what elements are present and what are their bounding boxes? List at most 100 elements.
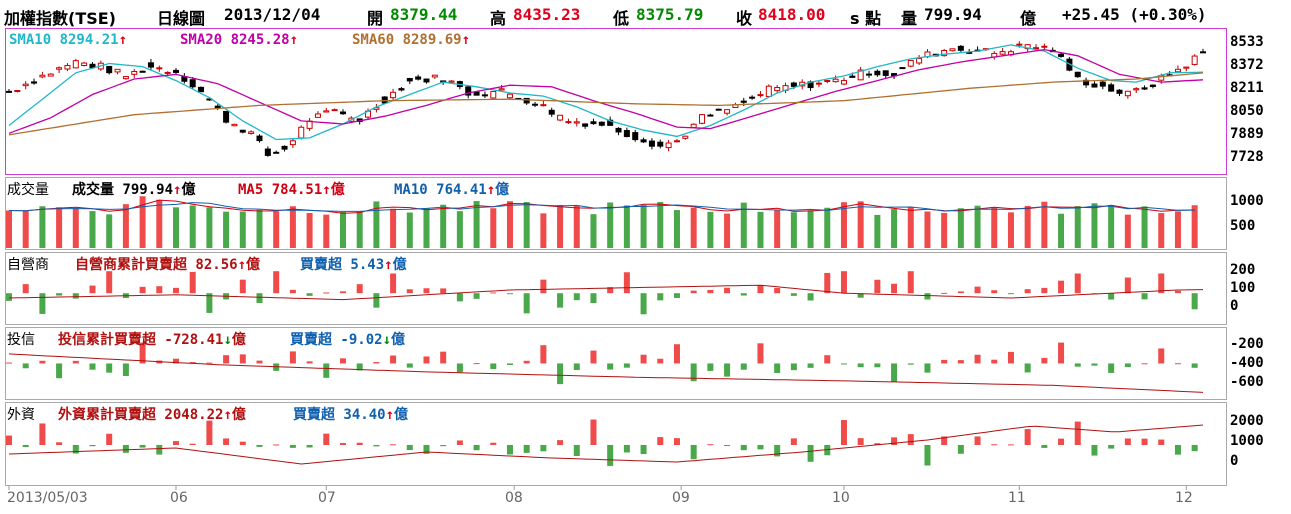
dealer-cum-legend: 自營商累計買賣超 82.56↑億 [75, 257, 261, 273]
candle-body [557, 114, 564, 121]
volume-bar [657, 202, 664, 248]
dealer-bar [840, 271, 847, 294]
candle-body [632, 132, 639, 141]
foreign-bar [941, 436, 948, 445]
candle-body [707, 114, 714, 117]
dealer-bar [974, 286, 981, 294]
candle-body [874, 70, 881, 76]
dealer-bar [39, 293, 46, 314]
trust-bar [707, 363, 714, 371]
foreign-bar [673, 438, 680, 445]
volume-tick: 1000 [1230, 193, 1264, 209]
trust-bar [807, 363, 814, 368]
foreign-bar [223, 438, 230, 445]
dealer-bar [1124, 277, 1131, 294]
candle-body [239, 129, 246, 133]
volume-bar [506, 201, 513, 248]
foreign-tick: 2000 [1230, 413, 1264, 429]
candle-body [22, 83, 29, 87]
foreign-bar [1024, 429, 1031, 445]
volume-bar [757, 211, 764, 248]
price-tick: 8372 [1230, 57, 1264, 73]
dealer-bar [1174, 290, 1181, 294]
trust-bar [72, 360, 79, 364]
volume-bar [807, 210, 814, 248]
candle-body [448, 80, 455, 83]
dealer-bar [172, 287, 179, 294]
dealer-bar [473, 293, 480, 299]
trust-bar [924, 363, 931, 373]
candle-body [840, 80, 847, 85]
volume-bar [640, 204, 647, 248]
candle-body [481, 94, 488, 97]
candle-body [164, 71, 171, 74]
dealer-bar [1141, 293, 1148, 300]
low-value: 8375.79 [636, 5, 704, 24]
dealer-bar [289, 289, 296, 294]
high-value: 8435.23 [513, 5, 581, 24]
trust-bar [56, 363, 63, 379]
candle-body [573, 121, 580, 124]
volume-bar [1024, 205, 1031, 248]
trust-bar [122, 363, 129, 376]
candle-body [156, 67, 163, 70]
foreign-bar [1158, 439, 1165, 445]
trust-bar [440, 351, 447, 364]
volume-bar [907, 207, 914, 248]
volume-bar [540, 213, 547, 248]
foreign-bar [774, 445, 781, 457]
dealer-bar [1108, 293, 1115, 300]
candle-body [114, 68, 121, 73]
candle-body [248, 131, 255, 134]
high-label: 高 [490, 9, 507, 28]
dealer-bar [874, 279, 881, 294]
trust-bar [1041, 357, 1048, 364]
close-value: 8418.00 [758, 5, 826, 24]
dealer-bar [1074, 273, 1081, 294]
foreign-bar [189, 443, 196, 445]
candle-body [532, 103, 539, 106]
dealer-bar [807, 293, 814, 301]
candle-body [31, 81, 38, 84]
candle-body [223, 110, 230, 123]
trust-bar [857, 363, 864, 368]
dealer-bar [757, 285, 764, 294]
trust-bar [506, 363, 513, 366]
volume-bar [273, 211, 280, 248]
price-tick: 7728 [1230, 149, 1264, 165]
candle-body [665, 142, 672, 149]
dealer-bar [941, 292, 948, 294]
foreign-cum-line [8, 424, 1204, 465]
dealer-bar [356, 284, 363, 294]
foreign-bar [707, 444, 714, 446]
foreign-bar [1041, 445, 1048, 448]
trust-bar [790, 363, 797, 371]
candle-body [1141, 87, 1148, 90]
volume-bar [623, 205, 630, 248]
candle-body [590, 121, 597, 125]
candle-body [64, 64, 71, 70]
foreign-bar [323, 433, 330, 445]
trust-bar [256, 360, 263, 364]
dealer-bar [590, 293, 597, 304]
foreign-bar [172, 441, 179, 445]
candle-body [106, 65, 113, 74]
candle-body [298, 126, 305, 139]
foreign-bar [306, 445, 313, 448]
dealer-bar [22, 284, 29, 294]
foreign-bar [1108, 445, 1115, 449]
candle-body [565, 121, 572, 124]
trust-tick: -400 [1230, 355, 1264, 371]
foreign-bar [874, 443, 881, 445]
candle-body [673, 140, 680, 143]
trust-bar [690, 363, 697, 382]
dealer-bar [506, 293, 513, 295]
candle-body [172, 69, 179, 73]
volume-value: 799.94 [924, 5, 982, 24]
volume-bar [1007, 212, 1014, 248]
candle-body [1041, 45, 1048, 48]
candle-body [331, 109, 338, 112]
trust-bar [640, 354, 647, 364]
candle-body [765, 85, 772, 97]
candle-body [774, 87, 781, 92]
